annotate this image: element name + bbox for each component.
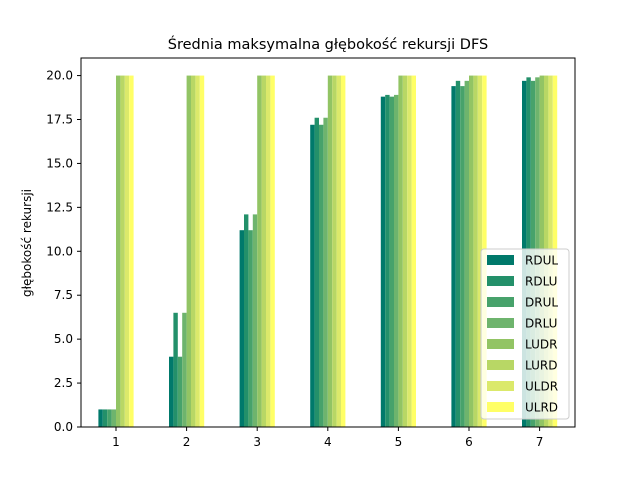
bar-lurd-1 <box>120 75 125 427</box>
x-tick-label: 5 <box>395 435 403 449</box>
bar-ulrd-2 <box>199 75 205 427</box>
bar-rdul-6 <box>451 86 456 428</box>
legend-label-ludr: LUDR <box>525 338 557 352</box>
y-tick-label: 12.5 <box>46 200 73 214</box>
bar-drul-2 <box>177 356 183 427</box>
bar-uldr-2 <box>195 75 200 427</box>
y-tick-label: 10.0 <box>46 244 73 258</box>
x-tick-label: 6 <box>465 435 473 449</box>
y-tick-label: 17.5 <box>46 113 73 127</box>
bar-drlu-3 <box>252 214 258 427</box>
legend-box <box>480 248 570 420</box>
legend-label-rdlu: RDLU <box>525 275 557 289</box>
bar-ludr-2 <box>186 75 191 427</box>
legend-label-ulrd: ULRD <box>525 401 558 415</box>
legend-label-uldr: ULDR <box>525 380 558 394</box>
bar-rdlu-3 <box>244 214 249 427</box>
bar-ludr-5 <box>398 75 403 427</box>
legend-label-drul: DRUL <box>525 296 558 310</box>
bar-uldr-1 <box>124 75 130 427</box>
bar-drul-5 <box>389 96 394 427</box>
bar-rdlu-6 <box>455 80 461 427</box>
bar-drul-6 <box>460 86 465 428</box>
bar-uldr-5 <box>407 75 412 427</box>
legend-label-lurd: LURD <box>525 359 557 373</box>
x-axis-ticks: 1 2 3 4 5 6 7 <box>112 427 543 449</box>
bar-rdlu-5 <box>385 94 390 428</box>
legend-swatch-rdlu <box>487 276 514 286</box>
bar-drul-1 <box>107 409 112 427</box>
x-tick-label: 4 <box>324 435 332 449</box>
bar-lurd-3 <box>261 75 266 427</box>
bar-ulrd-3 <box>270 75 275 427</box>
bar-drlu-5 <box>394 94 399 428</box>
y-tick-label: 7.5 <box>54 288 73 302</box>
legend-swatch-uldr <box>487 381 514 391</box>
y-axis-label: głębokość rekursji <box>20 189 34 297</box>
x-tick-label: 1 <box>112 435 120 449</box>
x-tick-label: 7 <box>536 435 544 449</box>
bar-rdlu-2 <box>173 312 178 427</box>
legend-swatch-drlu <box>487 318 514 328</box>
bar-lurd-5 <box>402 75 408 427</box>
bar-ulrd-4 <box>341 75 346 427</box>
bar-drlu-1 <box>111 409 116 427</box>
legend-swatch-rdul <box>487 255 514 265</box>
bar-ulrd-1 <box>129 75 134 427</box>
bar-rdul-5 <box>380 96 386 427</box>
bar-drlu-2 <box>182 312 187 427</box>
y-tick-label: 15.0 <box>46 156 73 170</box>
bar-rdul-1 <box>98 409 103 427</box>
bar-rdlu-1 <box>102 409 108 427</box>
bar-drul-4 <box>319 124 324 428</box>
bar-rdul-2 <box>169 356 174 427</box>
bar-ulrd-5 <box>411 75 416 427</box>
bar-ludr-3 <box>257 75 262 427</box>
bar-uldr-4 <box>336 75 341 427</box>
legend: RDUL RDLU DRUL DRLU LUDR LURD ULDR ULRD <box>480 248 570 420</box>
y-tick-label: 2.5 <box>54 376 73 390</box>
bar-ludr-6 <box>469 75 474 427</box>
bar-rdul-4 <box>310 124 315 428</box>
legend-swatch-ludr <box>487 339 514 349</box>
legend-label-rdul: RDUL <box>525 254 558 268</box>
bar-lurd-2 <box>191 75 196 427</box>
bar-lurd-6 <box>473 75 478 427</box>
bar-lurd-4 <box>332 75 337 427</box>
bar-drlu-6 <box>464 80 469 427</box>
bar-ludr-4 <box>327 75 333 427</box>
bar-drlu-4 <box>323 117 328 428</box>
legend-swatch-drul <box>487 297 514 307</box>
bar-ludr-1 <box>116 75 121 427</box>
bar-drul-3 <box>248 230 253 427</box>
bar-uldr-3 <box>266 75 271 427</box>
y-tick-label: 5.0 <box>54 332 73 346</box>
y-tick-label: 0.0 <box>54 420 73 434</box>
legend-label-drlu: DRLU <box>525 317 557 331</box>
y-tick-label: 20.0 <box>46 69 73 83</box>
bar-rdlu-4 <box>314 117 319 428</box>
x-tick-label: 2 <box>183 435 191 449</box>
bar-uldr-6 <box>477 75 483 427</box>
y-axis-ticks: 0.0 2.5 5.0 7.5 10.0 12.5 15.0 17.5 20.0 <box>46 69 81 434</box>
legend-swatch-ulrd <box>487 402 514 412</box>
chart-title: Średnia maksymalna głębokość rekursji DF… <box>168 35 489 53</box>
x-tick-label: 3 <box>253 435 261 449</box>
legend-swatch-lurd <box>487 360 514 370</box>
bar-rdul-3 <box>239 230 244 427</box>
